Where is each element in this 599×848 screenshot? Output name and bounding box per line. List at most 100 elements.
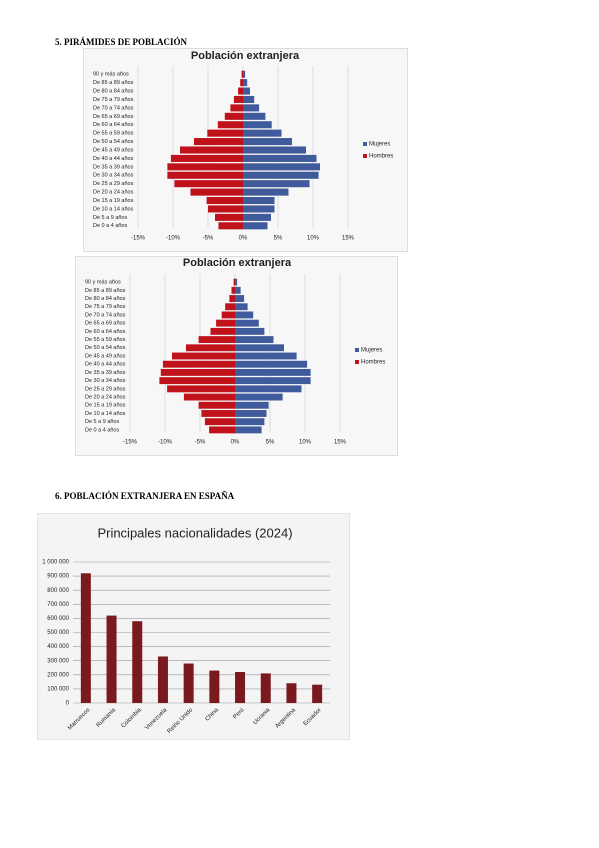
y-tick-label: De 45 a 49 años bbox=[85, 353, 126, 359]
bar bbox=[243, 104, 260, 112]
bar bbox=[174, 180, 243, 188]
bar bbox=[235, 352, 297, 360]
heading: 5. PIRÁMIDES DE POBLACIÓN bbox=[55, 37, 188, 47]
y-tick-label: De 85 a 89 años bbox=[93, 80, 134, 86]
pyramid-chart: Población extranjera -15% -10% -5% 0% 5% 10% 1… bbox=[83, 48, 408, 252]
bar bbox=[183, 393, 235, 401]
bar bbox=[243, 213, 271, 221]
y-tick-label: De 10 a 14 años bbox=[93, 206, 134, 212]
bar bbox=[235, 385, 302, 393]
bar bbox=[243, 205, 275, 213]
bar bbox=[235, 295, 245, 302]
y-tick-label: De 5 a 9 años bbox=[85, 419, 119, 425]
bar bbox=[243, 222, 268, 230]
x-tick-label: -5% bbox=[195, 440, 206, 446]
y-tick-label: 900 000 bbox=[47, 574, 69, 580]
bar bbox=[167, 163, 243, 171]
bar bbox=[235, 410, 267, 417]
y-tick-label: 90 y más años bbox=[85, 280, 121, 286]
x-tick-label: 5% bbox=[266, 440, 275, 446]
bar bbox=[204, 418, 235, 426]
y-tick-label: De 65 a 69 años bbox=[93, 114, 134, 120]
bar bbox=[235, 344, 284, 352]
bar bbox=[243, 70, 246, 78]
bar bbox=[183, 663, 194, 703]
y-tick-label: 1 000 000 bbox=[42, 560, 69, 566]
bar bbox=[170, 154, 243, 162]
y-tick-label: De 0 a 4 años bbox=[85, 427, 119, 433]
bar bbox=[243, 95, 255, 104]
chart-title: Población extranjera bbox=[191, 50, 300, 62]
bar bbox=[217, 121, 243, 129]
bar bbox=[238, 87, 243, 95]
bar bbox=[233, 95, 243, 104]
x-tick-label: 15% bbox=[334, 440, 347, 446]
bar bbox=[201, 410, 235, 417]
bar bbox=[235, 278, 238, 286]
bar bbox=[209, 426, 235, 434]
bar bbox=[235, 360, 308, 368]
legend-swatch bbox=[355, 348, 359, 352]
bar bbox=[209, 670, 220, 703]
y-tick-label: De 50 a 54 años bbox=[93, 139, 134, 145]
y-tick-label: De 80 a 84 años bbox=[85, 296, 126, 302]
bar bbox=[243, 180, 310, 188]
bar bbox=[235, 303, 248, 311]
bar bbox=[229, 295, 235, 302]
bar bbox=[243, 154, 317, 162]
bar bbox=[243, 171, 319, 179]
legend-label: Mujeres bbox=[361, 348, 382, 354]
y-tick-label: 600 000 bbox=[47, 616, 69, 622]
bar bbox=[167, 385, 235, 393]
bar bbox=[159, 377, 235, 385]
x-tick-label: 5% bbox=[274, 236, 283, 242]
y-tick-label: 200 000 bbox=[47, 672, 69, 678]
bar bbox=[235, 393, 283, 401]
x-tick-label: -5% bbox=[203, 236, 214, 242]
x-tick-label: -15% bbox=[123, 440, 138, 446]
x-tick-label: -10% bbox=[158, 440, 173, 446]
y-tick-label: De 55 a 59 años bbox=[93, 131, 134, 137]
y-tick-label: De 40 a 44 años bbox=[93, 156, 134, 162]
pyramid-chart: Población extranjera -15% -10% -5% 0% 5% 10% 1… bbox=[75, 256, 398, 456]
bar bbox=[207, 129, 243, 137]
bar bbox=[243, 129, 282, 137]
legend-label: Hombres bbox=[369, 154, 393, 160]
y-tick-label: 0 bbox=[66, 701, 70, 707]
bar bbox=[208, 205, 243, 213]
bar bbox=[240, 79, 243, 87]
bar bbox=[312, 684, 323, 703]
y-tick-label: De 10 a 14 años bbox=[85, 411, 126, 417]
bar bbox=[231, 286, 235, 294]
y-tick-label: De 0 a 4 años bbox=[93, 223, 127, 229]
bar-chart: Principales nacionalidades (2024) 0 100 0… bbox=[37, 513, 350, 740]
bar bbox=[235, 426, 262, 434]
bar bbox=[180, 146, 243, 154]
chart-title: Población extranjera bbox=[183, 257, 292, 269]
y-tick-label: De 50 a 54 años bbox=[85, 345, 126, 351]
y-tick-label: De 30 a 34 años bbox=[85, 378, 126, 384]
bar bbox=[206, 196, 243, 205]
y-tick-label: 90 y más años bbox=[93, 72, 129, 78]
bar bbox=[210, 327, 235, 335]
bar bbox=[225, 303, 235, 311]
y-tick-label: De 45 a 49 años bbox=[93, 147, 134, 153]
y-tick-label: De 70 a 74 años bbox=[85, 312, 126, 318]
y-tick-label: 800 000 bbox=[47, 588, 69, 594]
bar bbox=[243, 112, 266, 120]
bar bbox=[241, 70, 243, 78]
bar bbox=[243, 121, 272, 129]
bar bbox=[235, 311, 254, 319]
x-tick-label: 10% bbox=[307, 236, 320, 242]
legend-swatch bbox=[363, 154, 367, 158]
bar bbox=[235, 336, 274, 344]
bar bbox=[235, 327, 265, 335]
bar bbox=[235, 368, 311, 376]
y-tick-label: De 75 a 79 años bbox=[93, 97, 134, 103]
bar bbox=[243, 188, 289, 196]
bar bbox=[215, 213, 243, 221]
x-tick-label: 10% bbox=[299, 440, 312, 446]
bar bbox=[260, 673, 271, 703]
bar bbox=[160, 368, 235, 376]
bar bbox=[198, 401, 235, 409]
